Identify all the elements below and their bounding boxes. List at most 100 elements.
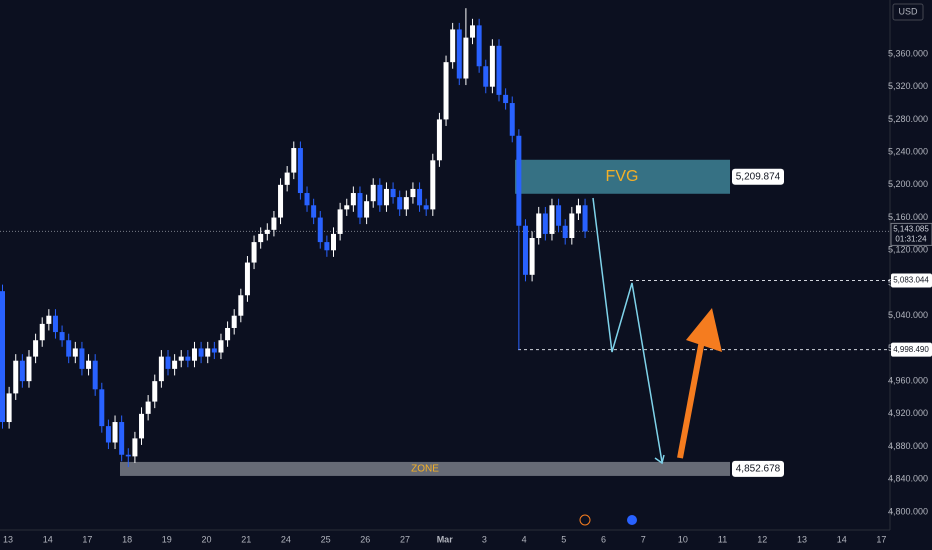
- candle-body: [244, 262, 250, 296]
- candle-body: [410, 188, 416, 198]
- candle-body: [152, 381, 158, 402]
- y-tick-label: 5,320.000: [888, 81, 928, 91]
- y-tick-label: 4,800.000: [888, 506, 928, 516]
- up-arrow-shaft: [677, 334, 706, 459]
- candle-body: [522, 225, 528, 275]
- candle-body: [383, 188, 389, 206]
- candle-body: [92, 360, 98, 390]
- candle-body: [542, 213, 548, 234]
- candle-body: [264, 229, 270, 234]
- candle-body: [496, 45, 502, 95]
- candle-body: [483, 66, 489, 87]
- candle-body: [0, 291, 5, 423]
- candle-body: [125, 454, 131, 457]
- candle-body: [39, 323, 45, 341]
- x-tick-label: 17: [876, 534, 886, 544]
- candle-body: [337, 209, 343, 234]
- candle-body: [403, 197, 409, 210]
- price-box: [732, 460, 784, 477]
- x-tick-label: 27: [400, 534, 410, 544]
- x-tick-label: 14: [43, 534, 53, 544]
- candle-body: [205, 348, 211, 357]
- currency-box[interactable]: [892, 3, 924, 21]
- y-tick-label: 5,200.000: [888, 179, 928, 189]
- fvg-text: FVG: [606, 168, 639, 185]
- candle-body: [191, 348, 197, 361]
- level-box: [891, 342, 932, 357]
- y-tick-label: 4,880.000: [888, 441, 928, 451]
- candle-body: [516, 135, 522, 226]
- x-tick-label: 24: [281, 534, 291, 544]
- candle-body: [33, 340, 39, 357]
- candle-body: [503, 94, 509, 104]
- candle-body: [370, 184, 376, 202]
- candle-body: [59, 332, 65, 341]
- candle-body: [99, 389, 105, 427]
- x-tick-label: 19: [162, 534, 172, 544]
- currency: USD: [898, 6, 918, 16]
- candle-body: [145, 401, 151, 414]
- projection-path: [592, 197, 663, 463]
- x-tick-label: 11: [718, 534, 727, 544]
- candle-body: [509, 103, 515, 136]
- candle-body: [397, 197, 403, 210]
- candle-body: [536, 213, 542, 239]
- candle-body: [344, 205, 350, 210]
- candle-body: [105, 426, 111, 443]
- x-tick-label: 18: [122, 534, 132, 544]
- candle-body: [238, 295, 244, 316]
- level-label: 5,083.044: [893, 276, 929, 285]
- candle-body: [297, 148, 303, 194]
- candle-body: [6, 393, 12, 423]
- candle-body: [456, 29, 462, 79]
- x-tick-label: 25: [321, 534, 331, 544]
- candle-body: [317, 217, 323, 243]
- candle-body: [165, 356, 171, 369]
- candle-body: [66, 340, 72, 357]
- last-price-label: 5,143.085: [893, 225, 929, 234]
- fvg-box: [515, 159, 730, 194]
- x-tick-label: 13: [797, 534, 807, 544]
- candle-body: [86, 360, 92, 369]
- candle-body: [178, 356, 184, 361]
- zone-text: ZONE: [411, 464, 439, 475]
- x-tick-label: 20: [201, 534, 211, 544]
- candle-body: [158, 356, 164, 382]
- x-tick-label: 26: [360, 534, 370, 544]
- candle-body: [198, 348, 204, 357]
- candle-body: [271, 217, 277, 230]
- x-tick-label: 4: [522, 534, 527, 544]
- x-tick-label: 12: [757, 534, 767, 544]
- candle-body: [417, 188, 423, 206]
- candle-body: [218, 340, 224, 353]
- up-arrow-head: [686, 308, 722, 352]
- y-tick-label: 5,360.000: [888, 48, 928, 58]
- candle-body: [556, 205, 562, 226]
- candle-body: [331, 233, 336, 251]
- candle-body: [112, 422, 118, 443]
- candle-body: [291, 148, 297, 173]
- candle-body: [476, 25, 482, 67]
- x-tick-label: 13: [3, 534, 13, 544]
- candle-body: [185, 356, 191, 361]
- candle-body: [423, 205, 429, 210]
- y-tick-label: 5,160.000: [888, 212, 928, 222]
- candle-body: [529, 238, 535, 275]
- event-icon: [627, 515, 637, 525]
- x-tick-label: 10: [678, 534, 688, 544]
- candle-body: [489, 45, 495, 87]
- candle-body: [364, 201, 370, 218]
- candle-body: [575, 205, 581, 214]
- x-tick-label: 6: [601, 534, 606, 544]
- x-tick-label: Mar: [437, 534, 454, 544]
- candle-body: [450, 29, 456, 63]
- candle-body: [52, 315, 58, 333]
- x-tick-label: 3: [482, 534, 487, 544]
- candle-body: [350, 193, 356, 206]
- candle-body: [569, 213, 575, 239]
- zone-box: [120, 461, 730, 476]
- candle-body: [225, 327, 231, 341]
- candle-body: [284, 172, 290, 185]
- event-icon: [579, 514, 591, 526]
